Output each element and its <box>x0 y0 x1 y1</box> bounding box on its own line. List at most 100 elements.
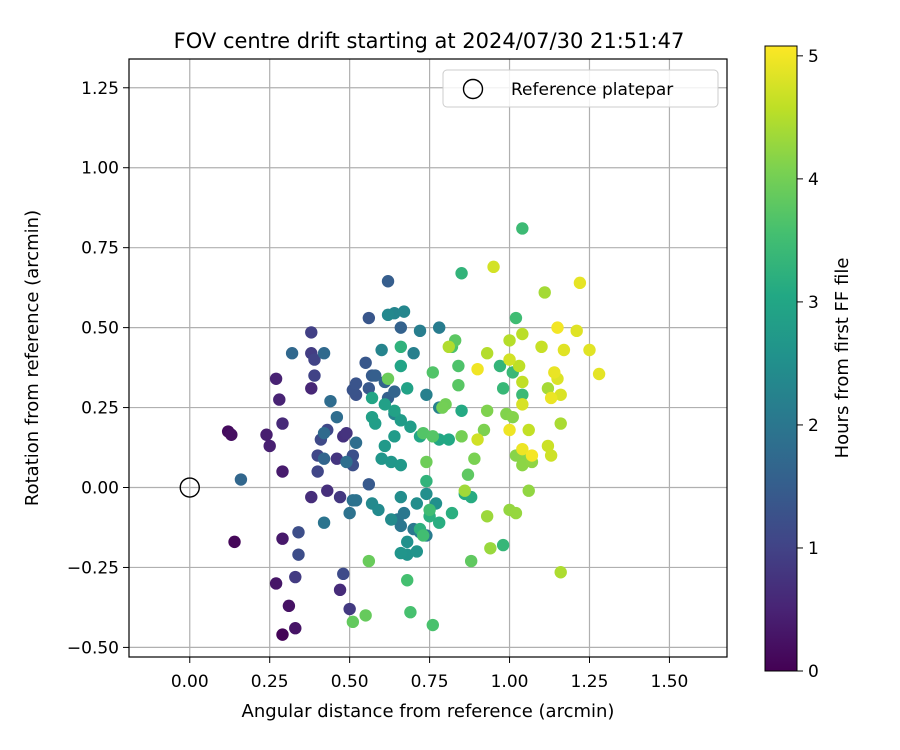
data-point <box>385 455 398 469</box>
data-point <box>276 532 289 545</box>
data-point <box>372 503 385 517</box>
data-point <box>305 326 318 339</box>
x-tick-label: 1.00 <box>491 672 529 692</box>
data-point <box>420 388 433 401</box>
data-point <box>394 359 408 373</box>
data-point <box>554 388 567 401</box>
x-tick-label: 0.75 <box>411 672 449 692</box>
data-point <box>276 417 289 430</box>
data-point <box>365 391 379 405</box>
data-point <box>538 286 551 299</box>
data-point <box>455 267 468 280</box>
data-point <box>273 393 286 406</box>
data-point <box>506 410 519 424</box>
data-point <box>394 340 408 354</box>
colorbar-ticks: 0 1 2 3 4 5 <box>797 47 819 682</box>
data-point <box>333 490 347 504</box>
data-point <box>343 602 356 616</box>
data-point <box>282 599 296 613</box>
x-axis-ticks: 0.00 0.25 0.50 0.75 1.00 1.25 1.50 <box>171 657 689 692</box>
data-point <box>324 394 337 408</box>
data-point <box>349 494 363 507</box>
data-point <box>381 308 395 322</box>
data-point <box>359 609 372 622</box>
x-tick-label: 1.25 <box>571 672 609 692</box>
x-axis-label: Angular distance from reference (arcmin) <box>242 701 615 722</box>
data-point <box>426 430 439 443</box>
data-point <box>480 510 494 523</box>
data-point <box>522 484 535 497</box>
data-point <box>480 404 494 417</box>
colorbar-tick-label: 2 <box>808 416 819 436</box>
data-point <box>464 554 478 568</box>
legend-entry-reference: Reference platepar <box>511 80 673 100</box>
x-tick-label: 0.00 <box>171 672 209 692</box>
data-point <box>394 519 408 533</box>
data-point <box>349 436 363 449</box>
data-point <box>381 372 395 385</box>
data-point <box>544 391 558 405</box>
grid <box>129 59 727 657</box>
data-point <box>551 321 564 334</box>
data-point <box>570 324 583 338</box>
data-point <box>308 353 321 366</box>
data-point <box>289 622 302 635</box>
data-point <box>349 377 363 390</box>
data-point <box>388 385 401 398</box>
x-tick-label: 0.50 <box>331 672 369 692</box>
data-point <box>413 324 427 338</box>
data-point <box>269 577 283 590</box>
data-point <box>503 334 516 347</box>
data-point <box>401 382 414 395</box>
data-point <box>442 340 455 354</box>
data-point <box>276 465 289 478</box>
data-point <box>394 321 408 334</box>
data-point <box>525 449 539 462</box>
data-point <box>394 458 408 472</box>
data-point <box>362 311 376 325</box>
data-point <box>442 433 455 446</box>
data-point <box>471 433 484 446</box>
y-axis-label: Rotation from reference (arcmin) <box>22 210 43 506</box>
data-point <box>452 359 465 373</box>
data-point <box>404 606 417 619</box>
data-point <box>346 615 360 629</box>
data-point <box>385 513 398 526</box>
data-point <box>305 490 318 504</box>
data-point <box>509 311 523 325</box>
data-point <box>554 566 567 579</box>
data-point <box>365 410 379 424</box>
chart-title: FOV centre drift starting at 2024/07/30 … <box>174 29 685 53</box>
data-point <box>544 449 558 462</box>
data-point <box>522 423 535 437</box>
data-point <box>276 628 289 641</box>
data-point <box>388 430 401 443</box>
y-tick-label: −0.25 <box>67 558 119 578</box>
data-point <box>512 359 526 373</box>
data-point <box>359 356 372 369</box>
data-point <box>225 428 238 441</box>
data-point <box>516 327 529 341</box>
colorbar-label: Hours from first FF file <box>832 258 853 459</box>
data-point <box>317 347 331 360</box>
colorbar-tick-label: 3 <box>808 293 819 313</box>
data-point <box>432 321 446 334</box>
data-point <box>337 567 350 581</box>
data-point <box>557 343 571 357</box>
data-point <box>397 305 411 318</box>
data-point <box>592 367 606 381</box>
data-point <box>420 474 433 488</box>
data-point <box>330 410 344 424</box>
data-point <box>503 353 516 366</box>
data-point <box>362 478 376 491</box>
plot-area: 0.00 0.25 0.50 0.75 1.00 1.25 1.50 −0.50 −0.25 0… <box>67 58 728 692</box>
x-tick-label: 1.50 <box>651 672 689 692</box>
data-point <box>375 343 388 357</box>
legend-box <box>442 69 719 108</box>
data-point <box>509 506 523 520</box>
data-point <box>420 487 433 501</box>
data-point <box>340 426 353 440</box>
data-point <box>548 366 561 379</box>
data-point <box>516 222 529 235</box>
